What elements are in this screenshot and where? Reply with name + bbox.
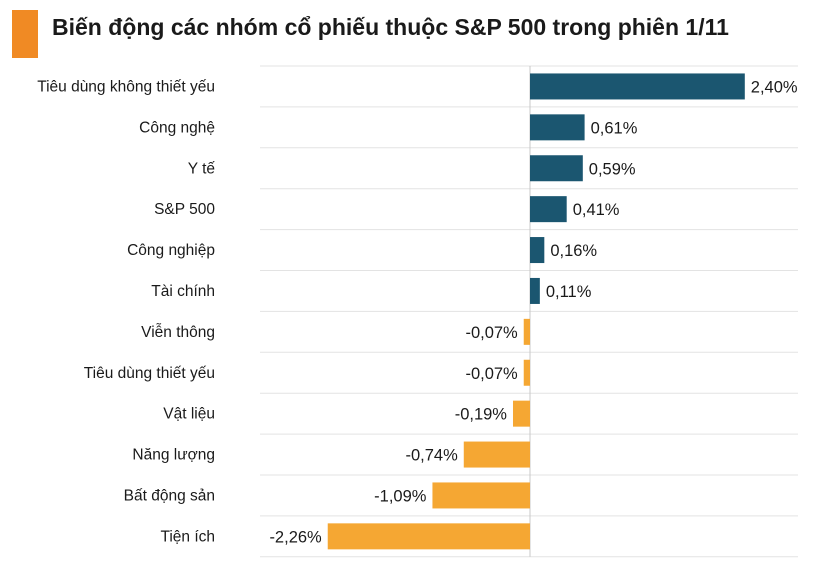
- category-label: Tài chính: [151, 283, 215, 300]
- category-label: Tiêu dùng không thiết yếu: [37, 78, 215, 95]
- value-label: -0,74%: [405, 447, 458, 465]
- bar: [530, 114, 585, 141]
- category-label: Tiêu dùng thiết yếu: [84, 365, 215, 382]
- category-label: Năng lượng: [132, 447, 215, 464]
- category-label: Công nghiệp: [127, 242, 215, 259]
- value-label: 0,11%: [546, 283, 592, 301]
- category-label: Tiện ích: [160, 528, 215, 545]
- category-label: Viễn thông: [141, 324, 215, 341]
- category-label: Công nghệ: [139, 119, 215, 136]
- category-label: Bất động sản: [124, 487, 215, 504]
- value-label: -0,07%: [465, 324, 518, 342]
- bar: [523, 318, 530, 345]
- category-label: S&P 500: [154, 201, 215, 218]
- bar: [512, 400, 530, 427]
- category-label: Vật liệu: [163, 406, 215, 423]
- value-label: 0,41%: [573, 201, 620, 219]
- value-label: -1,09%: [374, 487, 427, 505]
- bar: [530, 73, 745, 100]
- value-label: -0,19%: [455, 406, 508, 424]
- title-accent-bar: [12, 10, 38, 58]
- value-label: -0,07%: [465, 365, 518, 383]
- value-label: 0,59%: [589, 160, 636, 178]
- value-label: 0,61%: [591, 119, 638, 137]
- value-label: -2,26%: [269, 528, 322, 546]
- value-label: 2,40%: [751, 78, 798, 96]
- bar: [432, 482, 530, 509]
- bar: [530, 155, 583, 182]
- bar: [530, 237, 545, 264]
- bar: [530, 196, 567, 223]
- chart-title: Biến động các nhóm cổ phiếu thuộc S&P 50…: [52, 14, 729, 40]
- bar: [463, 441, 530, 468]
- bar: [327, 523, 530, 550]
- bar: [530, 277, 540, 304]
- value-label: 0,16%: [550, 242, 597, 260]
- category-label: Y tế: [188, 160, 216, 177]
- bar: [523, 359, 530, 386]
